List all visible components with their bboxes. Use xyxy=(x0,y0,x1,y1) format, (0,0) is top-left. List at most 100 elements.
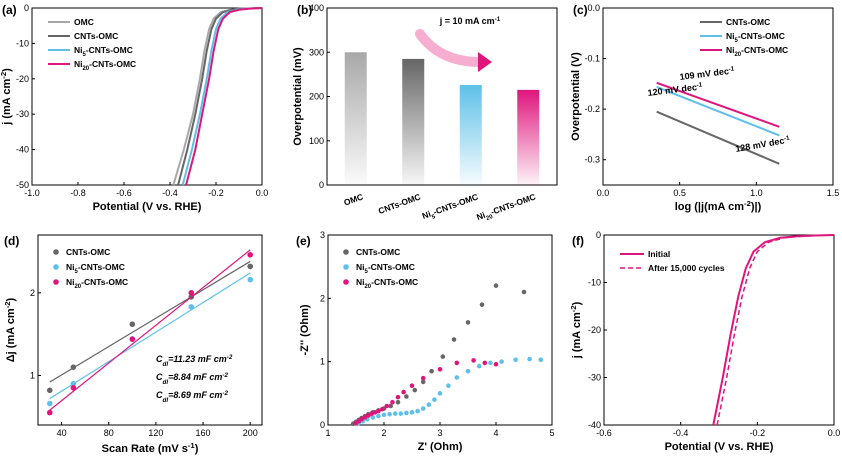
x-axis-label-part: -2 xyxy=(744,199,751,208)
x-category-label: OMC xyxy=(342,191,364,207)
panel-label: (d) xyxy=(4,234,19,248)
data-point xyxy=(247,252,254,258)
legend-marker xyxy=(53,249,59,255)
x-axis-label: Potential (V vs. RHE) xyxy=(93,201,202,213)
y-tick-label: -40 xyxy=(16,145,29,155)
data-point xyxy=(451,337,457,342)
legend-label-part: Ni xyxy=(66,277,75,287)
y-axis-label-part: ) xyxy=(5,297,17,301)
plot-frame xyxy=(37,234,263,426)
cdl-annotation: Cdl=8.69 mF cm-2 xyxy=(156,390,228,404)
legend-label-part: After 15,000 cycles xyxy=(648,263,725,273)
y-tick-label: -10 xyxy=(588,278,601,288)
y-tick-label: -20 xyxy=(588,325,601,335)
data-point xyxy=(488,360,493,366)
y-tick-label: 2 xyxy=(320,293,325,303)
data-point xyxy=(398,411,404,416)
y-tick-label: -0.3 xyxy=(584,155,600,165)
current-density-annotation-part: -1 xyxy=(495,16,501,23)
data-point xyxy=(465,368,471,374)
legend-label-part: -CNTs-OMC xyxy=(741,45,788,55)
data-point xyxy=(527,356,532,362)
plot-frame xyxy=(602,7,834,186)
tafel-slope-label-part: 128 mV dec xyxy=(735,136,786,154)
legend-label-part: Ni xyxy=(66,262,75,272)
tafel-slope-label-part: -1 xyxy=(696,81,703,89)
data-point xyxy=(381,412,387,418)
legend-label-part: 5 xyxy=(75,269,79,275)
panel-c: 0.0 0.5 1.0 1.5 0.0 -0.1 -0.2 -0.3 CNTs-OMC Ni5-C… xyxy=(570,3,839,213)
tafel-slope-label-part: 109 mV dec xyxy=(679,66,729,82)
data-point xyxy=(471,358,476,363)
panel-d: 40 80 120 160 20012CNTs-OMCNi5-CNTs-OMCNi20-… xyxy=(3,234,263,456)
y-tick-label: 3 xyxy=(320,230,325,240)
data-point xyxy=(390,399,395,405)
x-category-label-part: Ni xyxy=(421,209,432,221)
y-tick-label: 0.0 xyxy=(587,3,600,13)
x-axis-label-part: Potential (V vs. RHE) xyxy=(93,201,202,213)
data-point xyxy=(404,394,409,399)
current-density-annotation: j = 10 mA cm-1 xyxy=(439,16,501,27)
x-category-label-part: 5 xyxy=(431,214,437,221)
y-axis-label: Overpotential (V) xyxy=(570,52,582,141)
y-axis-label-part: -2 xyxy=(3,301,12,308)
trend-arrowhead-icon xyxy=(478,52,492,72)
y-tick-label: -30 xyxy=(16,109,29,119)
trend-arrow-icon xyxy=(415,29,485,67)
y-tick-label: 1 xyxy=(320,357,325,367)
data-point xyxy=(247,263,254,270)
cdl-annotation-part: C xyxy=(156,354,163,364)
legend-label-part: Ni xyxy=(356,262,365,272)
data-point xyxy=(362,415,368,420)
legend-label-part: -CNTs-OMC xyxy=(89,59,136,69)
bar-3 xyxy=(517,89,540,185)
x-tick-label: -0.6 xyxy=(116,188,132,198)
data-point xyxy=(493,361,499,367)
legend-label-part: Ni xyxy=(74,45,83,55)
tafel-slope-label: 128 mV dec-1 xyxy=(735,134,792,154)
y-axis-label-part: -Z'' (Ohm) xyxy=(299,304,311,355)
cdl-annotation-part: =8.69 mF cm xyxy=(168,390,222,400)
legend-label: Ni20-CNTs-OMC xyxy=(356,277,418,290)
data-point xyxy=(388,403,394,409)
x-tick-label: 1 xyxy=(325,428,330,438)
legend-label-part: Initial xyxy=(648,249,670,259)
y-tick-label: 200 xyxy=(309,92,324,102)
data-point xyxy=(359,417,364,422)
data-point xyxy=(409,410,415,415)
y-tick-label: 100 xyxy=(309,136,324,146)
y-axis-label-part: Overpotential (mV) xyxy=(292,47,304,146)
legend-label-part: 20 xyxy=(735,52,742,58)
tafel-slope-label: 109 mV dec-1 xyxy=(679,65,735,82)
fit-line xyxy=(49,260,251,383)
data-point xyxy=(454,360,460,366)
panel-e: 1 2 3 4 50123CNTs-OMCNi5-CNTs-OMCNi20-CNTs-O… xyxy=(299,230,555,453)
x-axis-label: Scan Rate (mV s-1) xyxy=(102,441,199,456)
legend-label: Ni20-CNTs-OMC xyxy=(726,45,788,58)
data-point xyxy=(395,394,401,400)
x-category-label-part: 20 xyxy=(485,214,494,222)
data-point xyxy=(129,321,136,328)
x-axis-label: log (|j(mA cm-2)|) xyxy=(675,199,762,214)
x-tick-label: 0.0 xyxy=(828,428,841,438)
data-point xyxy=(46,400,53,407)
legend-label-part: 5 xyxy=(365,269,369,275)
legend-label-part: 5 xyxy=(83,52,87,58)
x-axis-label: Potential (V vs. RHE) xyxy=(665,441,774,453)
legend-label-part: CNTs-OMC xyxy=(356,247,400,257)
legend-label: OMC xyxy=(74,17,94,27)
data-point xyxy=(479,302,485,307)
y-tick-label: -50 xyxy=(16,180,29,190)
legend-marker xyxy=(53,279,59,285)
data-point xyxy=(446,383,451,389)
legend-label-part: -CNTs-OMC xyxy=(86,45,133,55)
y-axis-label-part: j (mA cm xyxy=(571,312,583,359)
x-tick-label: -0.2 xyxy=(750,428,766,438)
bar-2 xyxy=(459,84,482,185)
legend-label-part: 20 xyxy=(83,66,90,72)
y-tick-label: 0 xyxy=(24,3,29,13)
lsv-curve-Ni20-CNTs-OMC xyxy=(185,7,263,186)
data-point xyxy=(482,360,488,366)
y-axis-label-part: j (mA cm xyxy=(1,79,13,126)
